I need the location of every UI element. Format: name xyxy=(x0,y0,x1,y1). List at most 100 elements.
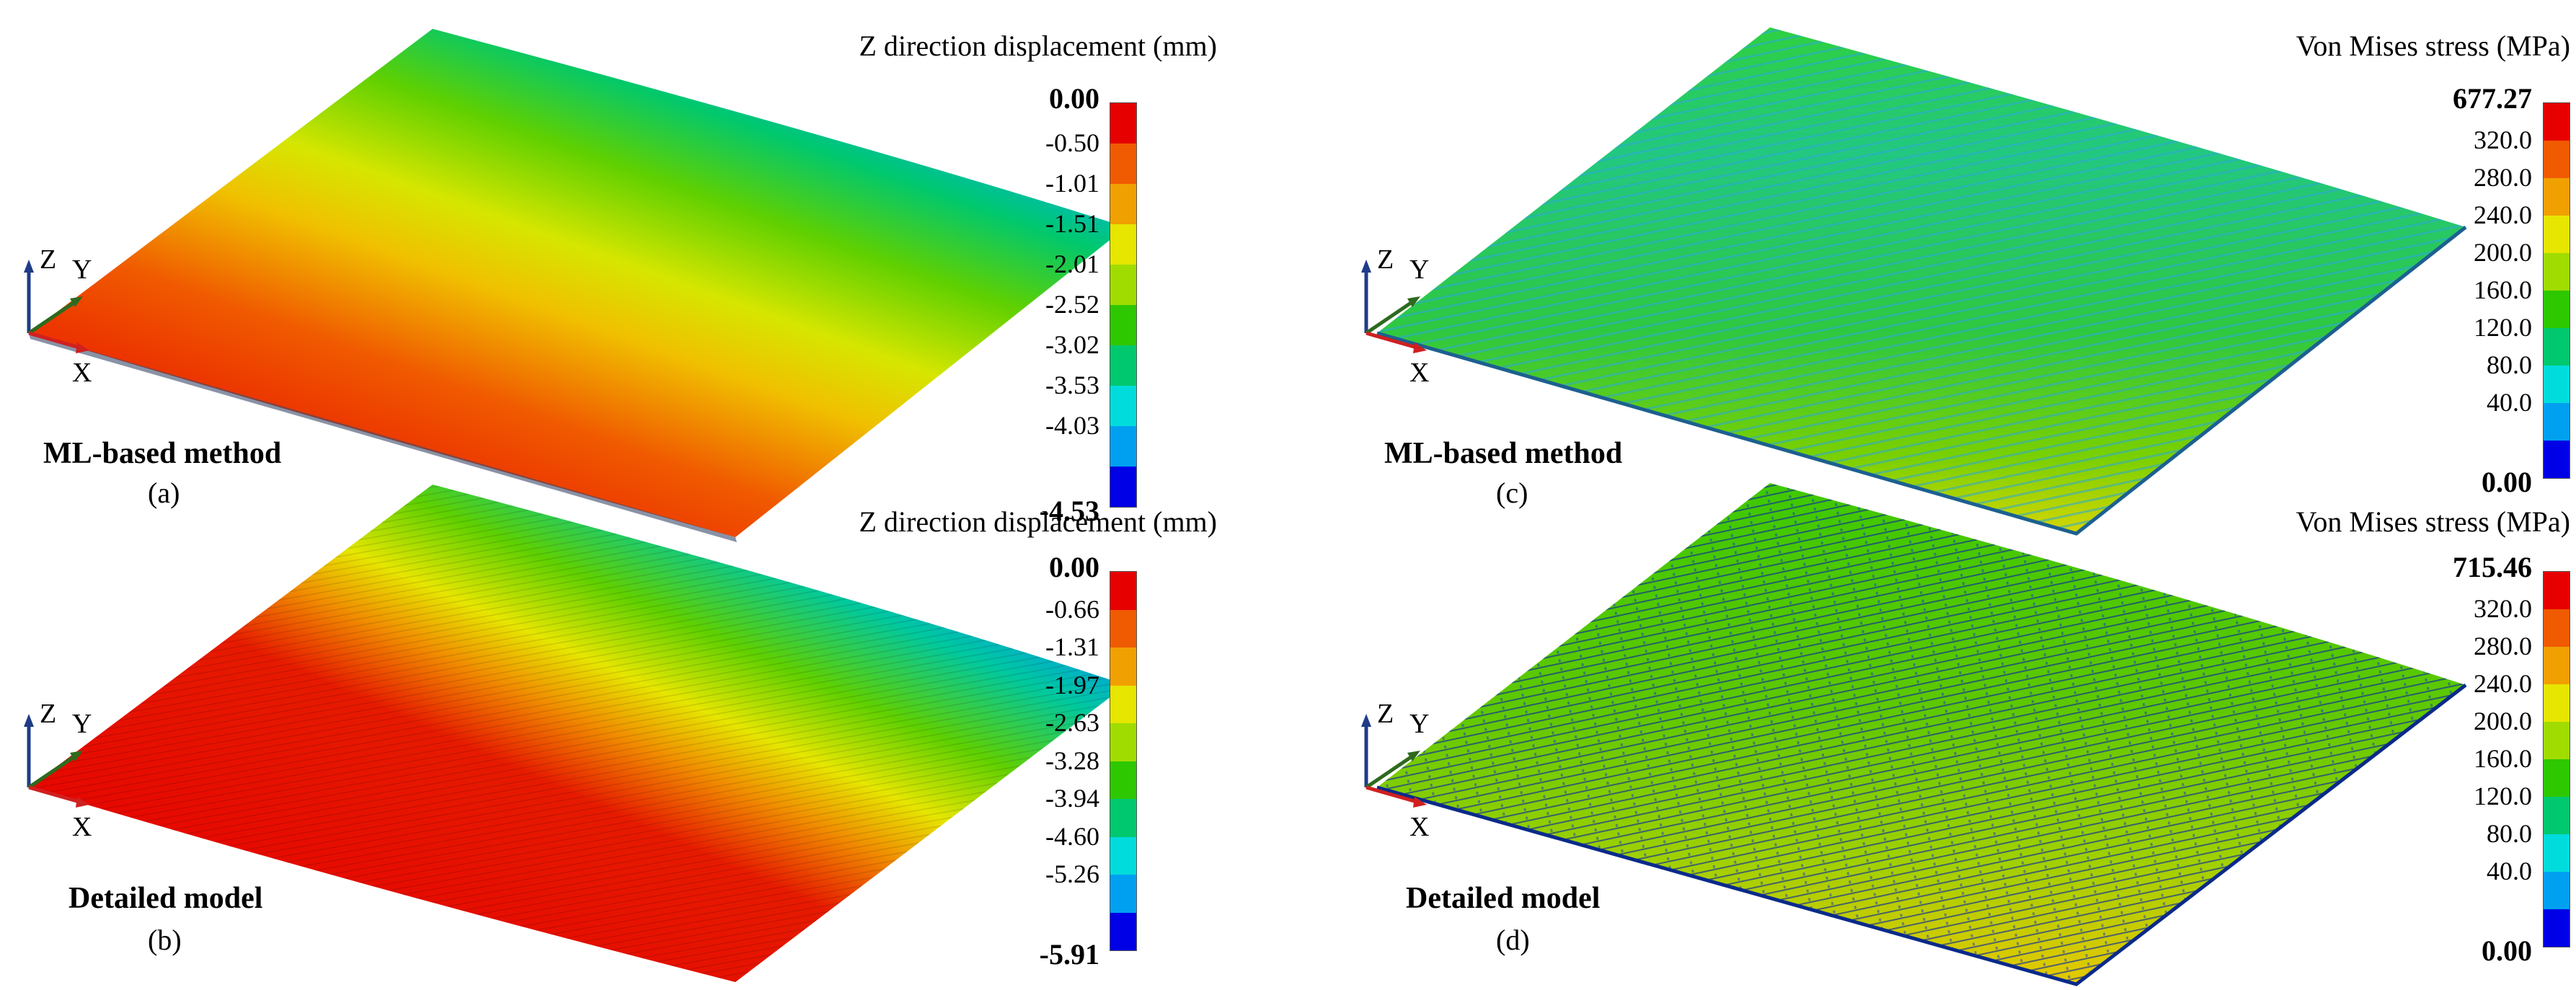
method-caption: ML-based method xyxy=(1384,437,1623,470)
legend-min-label: -4.53 xyxy=(1039,495,1099,527)
legend-swatch xyxy=(1110,761,1136,800)
legend-tick-label: -1.97 xyxy=(1045,670,1099,699)
legend-swatch xyxy=(1110,609,1136,648)
legend-tick-label: 80.0 xyxy=(2487,819,2532,848)
method-caption: Detailed model xyxy=(1406,882,1601,915)
triad-c xyxy=(1361,260,1427,353)
legend-title: Z direction displacement (mm) xyxy=(859,30,1217,62)
legend-min-label: 0.00 xyxy=(2482,466,2532,498)
axis-y-label: Y xyxy=(1409,255,1430,285)
legend-swatch xyxy=(2544,797,2570,835)
legend-tick-label: 320.0 xyxy=(2474,594,2532,623)
legend-tick-label: -1.51 xyxy=(1045,209,1099,238)
legend-swatch xyxy=(2544,291,2570,329)
legend-swatch xyxy=(2544,103,2570,141)
legend-tick-label: -2.52 xyxy=(1045,290,1099,319)
panel-letter: (c) xyxy=(1496,477,1528,509)
legend-swatch xyxy=(2544,834,2570,872)
legend-swatch xyxy=(2544,872,2570,910)
legend-swatch xyxy=(1110,305,1136,346)
legend-tick-label: -2.01 xyxy=(1045,249,1099,278)
legend-tick-label: 200.0 xyxy=(2474,238,2532,267)
legend-tick-label: 240.0 xyxy=(2474,200,2532,229)
legend-tick-label: -2.63 xyxy=(1045,708,1099,737)
legend-swatch xyxy=(2544,759,2570,797)
axis-y-label: Y xyxy=(72,709,92,739)
triad-a xyxy=(24,260,89,353)
legend-swatch xyxy=(2544,609,2570,648)
method-caption: Detailed model xyxy=(68,882,263,915)
legend-max-label: 0.00 xyxy=(1049,551,1099,583)
legend-swatch xyxy=(1110,386,1136,427)
legend-tick-label: 280.0 xyxy=(2474,163,2532,192)
panel-letter: (a) xyxy=(148,477,180,509)
panel-letter: (b) xyxy=(148,924,182,956)
legend-tick-label: -3.94 xyxy=(1045,784,1099,813)
legend-swatch xyxy=(1110,184,1136,225)
legend-bar-outline xyxy=(1110,102,1137,508)
legend-tick-label: -0.50 xyxy=(1045,128,1099,157)
legend-swatch xyxy=(2544,684,2570,722)
legend-tick-label: -5.26 xyxy=(1045,859,1099,888)
legend-swatch xyxy=(2544,441,2570,479)
legend-tick-label: -4.60 xyxy=(1045,821,1099,851)
x-axis-arrow xyxy=(28,331,80,350)
legend-tick-label: 320.0 xyxy=(2474,125,2532,154)
legend-bar-outline xyxy=(2543,571,2570,947)
triad-b xyxy=(24,714,89,808)
panel-letter: (d) xyxy=(1496,924,1530,956)
legend-tick-label: 160.0 xyxy=(2474,275,2532,304)
legend-swatch xyxy=(1110,572,1136,611)
axis-z-label: Z xyxy=(1377,244,1394,275)
legend-swatch xyxy=(2544,366,2570,404)
legend-tick-label: -3.28 xyxy=(1045,746,1099,775)
legend-swatch xyxy=(1110,345,1136,386)
legend-swatch xyxy=(1110,467,1136,508)
legend-swatch xyxy=(1110,836,1136,875)
axis-x-label: X xyxy=(72,358,92,388)
legend-swatch xyxy=(1110,799,1136,838)
legend-min-label: -5.91 xyxy=(1039,938,1099,971)
legend-swatch xyxy=(2544,328,2570,366)
legend-swatch xyxy=(2544,141,2570,179)
axis-x-label: X xyxy=(72,812,92,842)
axis-y-label: Y xyxy=(1409,709,1430,739)
legend-tick-label: 160.0 xyxy=(2474,744,2532,773)
legend-title: Von Mises stress (MPa) xyxy=(2296,505,2570,538)
axis-x-label: X xyxy=(1409,358,1430,388)
axis-z-label: Z xyxy=(40,244,57,275)
legend-tick-label: 120.0 xyxy=(2474,313,2532,342)
axis-z-label: Z xyxy=(40,699,57,729)
legend-tick-label: 40.0 xyxy=(2487,857,2532,885)
axis-y-label: Y xyxy=(72,255,92,285)
legend-swatch xyxy=(1110,103,1136,144)
legend-swatch xyxy=(1110,912,1136,951)
legend-swatch xyxy=(2544,253,2570,291)
legend-min-label: 0.00 xyxy=(2482,934,2532,967)
triad-d xyxy=(1361,714,1427,808)
legend-tick-label: 120.0 xyxy=(2474,782,2532,810)
legend-tick-label: 200.0 xyxy=(2474,707,2532,735)
legend-swatch xyxy=(2544,647,2570,685)
legend-swatch xyxy=(2544,722,2570,760)
legend-tick-label: -3.02 xyxy=(1045,330,1099,359)
legend-tick-label: -3.53 xyxy=(1045,371,1099,399)
legend-swatch xyxy=(1110,648,1136,686)
legend-title: Z direction displacement (mm) xyxy=(859,505,1217,538)
legend-swatch xyxy=(1110,426,1136,467)
y-axis-arrow xyxy=(27,299,77,335)
legend-tick-label: -1.31 xyxy=(1045,632,1099,661)
legend-max-label: 0.00 xyxy=(1049,82,1099,115)
legend-swatch xyxy=(1110,224,1136,265)
legend-tick-label: -4.03 xyxy=(1045,411,1099,440)
axis-z-label: Z xyxy=(1377,699,1394,729)
legend-swatch xyxy=(1110,723,1136,762)
legend-tick-label: 40.0 xyxy=(2487,388,2532,417)
legend-bar-outline xyxy=(1110,571,1137,951)
legend-tick-label: 280.0 xyxy=(2474,632,2532,660)
legend-bar-outline xyxy=(2543,102,2570,479)
legend-max-label: 677.27 xyxy=(2453,82,2532,115)
legend-swatch xyxy=(2544,909,2570,947)
legend-title: Von Mises stress (MPa) xyxy=(2296,30,2570,62)
legend-tick-label: -1.01 xyxy=(1045,169,1099,198)
